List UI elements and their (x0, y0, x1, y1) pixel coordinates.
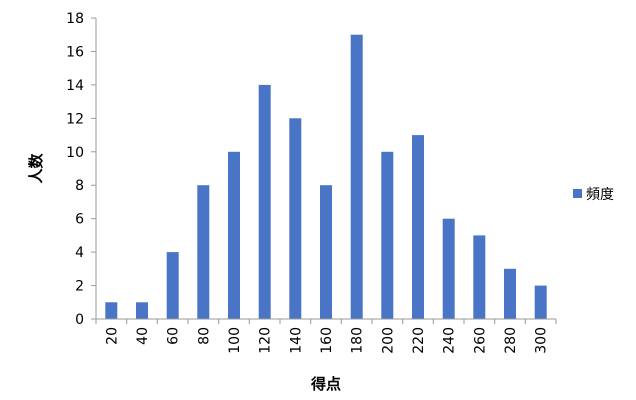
x-tick-label: 180 (350, 327, 366, 354)
bar-240 (442, 218, 455, 319)
legend-label: 頻度 (586, 187, 614, 203)
bar-group (105, 34, 547, 320)
x-tick-label: 140 (288, 327, 304, 354)
y-tick-label: 6 (75, 212, 84, 228)
bar-300 (534, 285, 547, 319)
x-tick-label: 160 (319, 327, 335, 354)
x-tick-label: 280 (503, 327, 519, 354)
bar-220 (412, 135, 424, 319)
bar-280 (504, 268, 516, 319)
bar-160 (320, 185, 332, 319)
x-tick-label: 20 (104, 327, 120, 345)
x-tick-label: 120 (258, 327, 274, 354)
x-tick-label: 40 (135, 327, 151, 345)
y-tick-label: 14 (66, 78, 84, 94)
bar-20 (105, 302, 118, 319)
bar-140 (289, 118, 302, 319)
x-tick-label: 80 (196, 327, 212, 345)
x-axis-ticks: 20 40 60 80 100 120 140 160 180 200 220 240 260 280 30… (95, 319, 557, 354)
x-tick-label: 200 (380, 327, 396, 354)
bar-120 (258, 84, 271, 320)
x-axis-title: 得点 (310, 375, 341, 393)
bar-40 (136, 302, 148, 319)
legend: 頻度 (573, 187, 614, 203)
bar-260 (473, 235, 486, 319)
x-tick-label: 240 (442, 327, 458, 354)
x-tick-label: 60 (166, 327, 182, 345)
y-axis-title: 人数 (27, 153, 45, 184)
y-tick-label: 12 (66, 111, 84, 127)
y-tick-label: 8 (75, 178, 84, 194)
x-tick-label: 300 (534, 327, 550, 354)
x-tick-label: 260 (472, 327, 488, 354)
bar-80 (197, 185, 210, 319)
bar-100 (228, 151, 240, 319)
y-tick-label: 2 (75, 279, 84, 295)
bar-180 (350, 34, 363, 319)
x-tick-label: 100 (227, 327, 243, 354)
y-tick-label: 10 (66, 145, 84, 161)
bar-200 (381, 151, 394, 319)
y-tick-label: 0 (75, 312, 84, 328)
bar-60 (166, 252, 179, 319)
y-tick-label: 16 (66, 44, 84, 60)
x-tick-label: 220 (411, 327, 427, 354)
y-tick-label: 4 (75, 245, 84, 261)
y-tick-label: 18 (66, 11, 84, 27)
legend-swatch (573, 189, 582, 198)
y-axis-ticks: 0 2 4 6 8 10 12 14 16 18 (66, 11, 96, 328)
